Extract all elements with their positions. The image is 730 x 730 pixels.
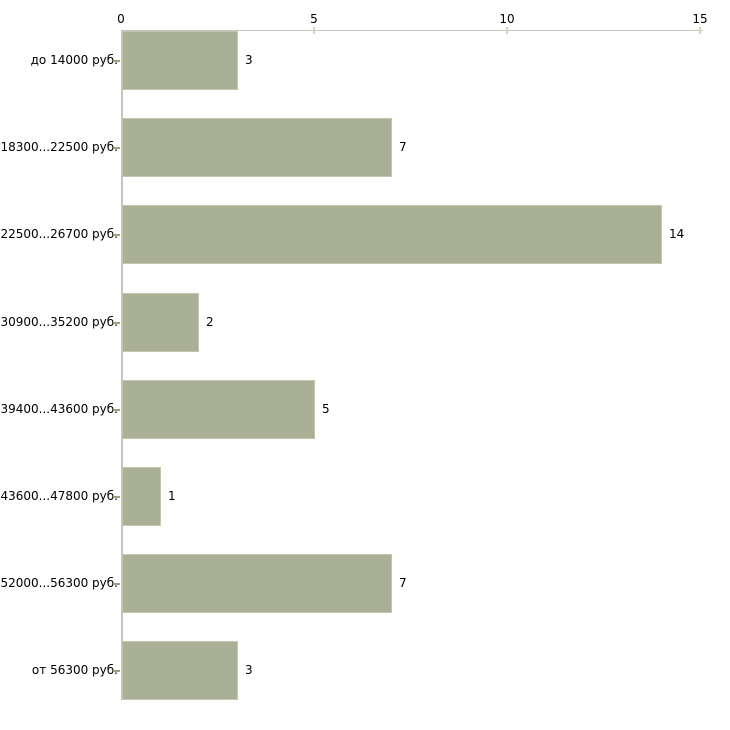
value-label: 2 — [206, 315, 214, 329]
value-label: 7 — [399, 140, 407, 154]
value-label: 14 — [669, 227, 685, 241]
x-tick-label: 0 — [117, 12, 125, 26]
category-tick-mark — [114, 670, 120, 672]
bar — [122, 293, 199, 352]
y-axis-line — [121, 30, 123, 700]
category-label: 22500...26700 руб. — [0, 227, 118, 241]
x-tick-mark — [313, 27, 315, 34]
category-tick-mark — [114, 60, 120, 62]
category-tick-mark — [114, 147, 120, 149]
bar — [122, 641, 238, 700]
value-label: 3 — [245, 663, 253, 677]
x-tick-mark — [699, 27, 701, 34]
category-tick-mark — [114, 583, 120, 585]
bar — [122, 467, 161, 526]
category-tick-mark — [114, 234, 120, 236]
category-label: от 56300 руб. — [31, 663, 118, 677]
bar — [122, 205, 662, 264]
category-tick-mark — [114, 322, 120, 324]
category-label: до 14000 руб. — [30, 53, 118, 67]
bar — [122, 554, 392, 613]
value-label: 7 — [399, 576, 407, 590]
x-tick-label: 5 — [310, 12, 318, 26]
x-tick-label: 10 — [499, 12, 515, 26]
bar — [122, 31, 238, 90]
category-label: 18300...22500 руб. — [0, 140, 118, 154]
bar — [122, 380, 315, 439]
value-label: 3 — [245, 53, 253, 67]
category-label: 43600...47800 руб. — [0, 489, 118, 503]
category-label: 39400...43600 руб. — [0, 402, 118, 416]
value-label: 1 — [168, 489, 176, 503]
category-label: 52000...56300 руб. — [0, 576, 118, 590]
x-axis-line — [121, 30, 703, 31]
category-tick-mark — [114, 496, 120, 498]
x-tick-mark — [506, 27, 508, 34]
category-label: 30900...35200 руб. — [0, 315, 118, 329]
bar — [122, 118, 392, 177]
category-tick-mark — [114, 409, 120, 411]
x-tick-label: 15 — [692, 12, 708, 26]
value-label: 5 — [322, 402, 330, 416]
